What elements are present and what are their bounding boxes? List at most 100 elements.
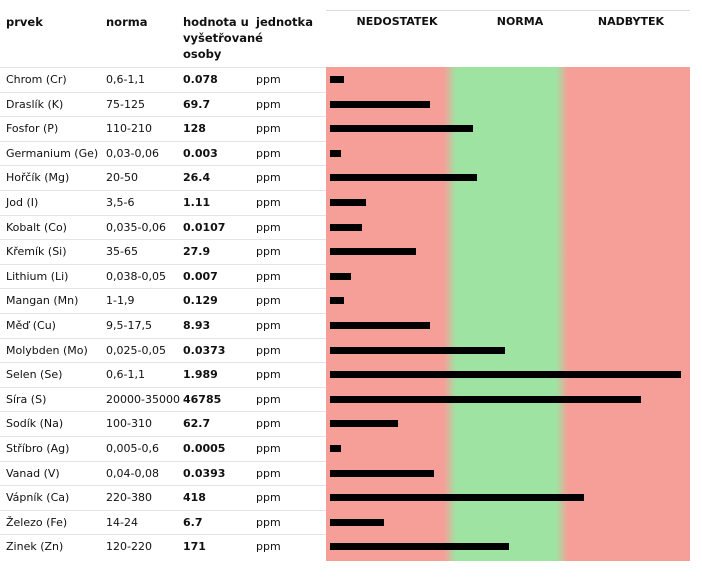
table-row: Germanium (Ge) 0,03-0,06 0.003 ppm [0, 140, 326, 166]
cell-value: 0.0005 [183, 442, 226, 455]
cell-element: Vápník (Ca) [6, 491, 70, 505]
cell-value: 8.93 [183, 319, 211, 332]
level-bar [330, 272, 351, 280]
cell-element: Sodík (Na) [6, 417, 64, 431]
cell-element: Fosfor (P) [6, 122, 59, 136]
cell-norm: 220-380 [106, 491, 152, 505]
table-row: Železo (Fe) 14-24 6.7 ppm [0, 509, 326, 535]
level-bar [330, 125, 473, 133]
cell-unit: ppm [256, 294, 281, 308]
cell-norm: 1-1,9 [106, 294, 135, 308]
cell-value: 26.4 [183, 171, 211, 185]
cell-value: 46785 [183, 392, 222, 406]
cell-unit: ppm [256, 97, 281, 111]
level-bar [330, 322, 430, 329]
cell-value: 0.007 [183, 269, 218, 283]
table-row: Zinek (Zn) 120-220 171 ppm [0, 534, 326, 559]
cell-value: 0.129 [183, 294, 218, 308]
cell-norm: 0,038-0,05 [106, 269, 166, 283]
level-bar [330, 395, 641, 403]
cell-unit: ppm [256, 515, 281, 529]
cell-norm: 0,025-0,05 [106, 343, 166, 357]
cell-norm: 20-50 [106, 171, 138, 185]
level-bar [330, 199, 366, 206]
table-row: Stříbro (Ag) 0,005-0,6 0.0005 ppm [0, 436, 326, 461]
cell-norm: 120-220 [106, 540, 152, 554]
level-bar [330, 494, 584, 502]
table-row: Křemík (Si) 35-65 27.9 ppm [0, 239, 326, 264]
cell-value: 1.11 [183, 196, 211, 209]
level-bar [330, 100, 430, 108]
cell-unit: ppm [256, 343, 281, 357]
cell-element: Germanium (Ge) [6, 146, 99, 160]
cell-unit: ppm [256, 368, 281, 382]
cell-norm: 0,035-0,06 [106, 220, 166, 234]
cell-norm: 35-65 [106, 245, 138, 259]
cell-unit: ppm [256, 73, 281, 86]
cell-value: 0.0373 [183, 343, 226, 357]
zone-header-deficit: NEDOSTATEK [356, 15, 438, 28]
cell-unit: ppm [256, 220, 281, 234]
level-bar [330, 420, 398, 428]
cell-element: Síra (S) [6, 392, 47, 406]
table-row: Selen (Se) 0,6-1,1 1.989 ppm [0, 362, 326, 387]
cell-element: Chrom (Cr) [6, 73, 67, 86]
cell-unit: ppm [256, 417, 281, 431]
table-row: Vanad (V) 0,04-0,08 0.0393 ppm [0, 460, 326, 486]
cell-unit: ppm [256, 392, 281, 406]
cell-unit: ppm [256, 146, 281, 160]
cell-unit: ppm [256, 319, 281, 332]
table-row: Chrom (Cr) 0,6-1,1 0.078 ppm [0, 67, 326, 92]
table-row: Fosfor (P) 110-210 128 ppm [0, 116, 326, 141]
zone-background [326, 67, 690, 561]
cell-value: 1.989 [183, 368, 218, 382]
cell-unit: ppm [256, 171, 281, 185]
level-chart [326, 67, 690, 561]
cell-unit: ppm [256, 540, 281, 554]
table-row: Hořčík (Mg) 20-50 26.4 ppm [0, 165, 326, 190]
table-row: Mangan (Mn) 1-1,9 0.129 ppm [0, 288, 326, 313]
table-row: Jod (I) 3,5-6 1.11 ppm [0, 190, 326, 215]
cell-norm: 20000-35000 [106, 392, 180, 406]
cell-element: Hořčík (Mg) [6, 171, 70, 185]
cell-unit: ppm [256, 491, 281, 505]
header-norm: norma [106, 15, 148, 29]
cell-norm: 75-125 [106, 97, 145, 111]
table-row: Kobalt (Co) 0,035-0,06 0.0107 ppm [0, 214, 326, 240]
level-bar [330, 297, 344, 305]
cell-unit: ppm [256, 269, 281, 283]
table-row: Vápník (Ca) 220-380 418 ppm [0, 485, 326, 510]
table-row: Draslík (K) 75-125 69.7 ppm [0, 91, 326, 117]
cell-unit: ppm [256, 122, 281, 136]
cell-norm: 14-24 [106, 515, 138, 529]
cell-value: 69.7 [183, 97, 211, 111]
cell-norm: 0,6-1,1 [106, 368, 145, 382]
cell-norm: 0,04-0,08 [106, 466, 159, 480]
level-bar [330, 149, 341, 157]
cell-element: Selen (Se) [6, 368, 63, 382]
level-bar [330, 223, 362, 231]
cell-unit: ppm [256, 245, 281, 259]
zone-header-normal: NORMA [496, 15, 544, 28]
cell-value: 6.7 [183, 515, 203, 529]
cell-element: Vanad (V) [6, 466, 60, 480]
cell-value: 418 [183, 491, 206, 505]
cell-element: Kobalt (Co) [6, 220, 67, 234]
cell-element: Lithium (Li) [6, 269, 69, 283]
table-row: Síra (S) 20000-35000 46785 ppm [0, 386, 326, 412]
level-bar [330, 518, 384, 526]
cell-element: Molybden (Mo) [6, 343, 88, 357]
cell-unit: ppm [256, 442, 281, 455]
zone-header-excess: NADBYTEK [597, 15, 665, 28]
table-row: Lithium (Li) 0,038-0,05 0.007 ppm [0, 263, 326, 289]
cell-norm: 0,6-1,1 [106, 73, 145, 86]
cell-unit: ppm [256, 466, 281, 480]
cell-norm: 3,5-6 [106, 196, 135, 209]
cell-value: 62.7 [183, 417, 211, 431]
level-bar [330, 346, 505, 354]
header-unit: jednotka [256, 15, 313, 29]
cell-value: 0.0107 [183, 220, 226, 234]
cell-norm: 110-210 [106, 122, 152, 136]
level-bar [330, 371, 681, 379]
cell-value: 0.078 [183, 73, 218, 86]
